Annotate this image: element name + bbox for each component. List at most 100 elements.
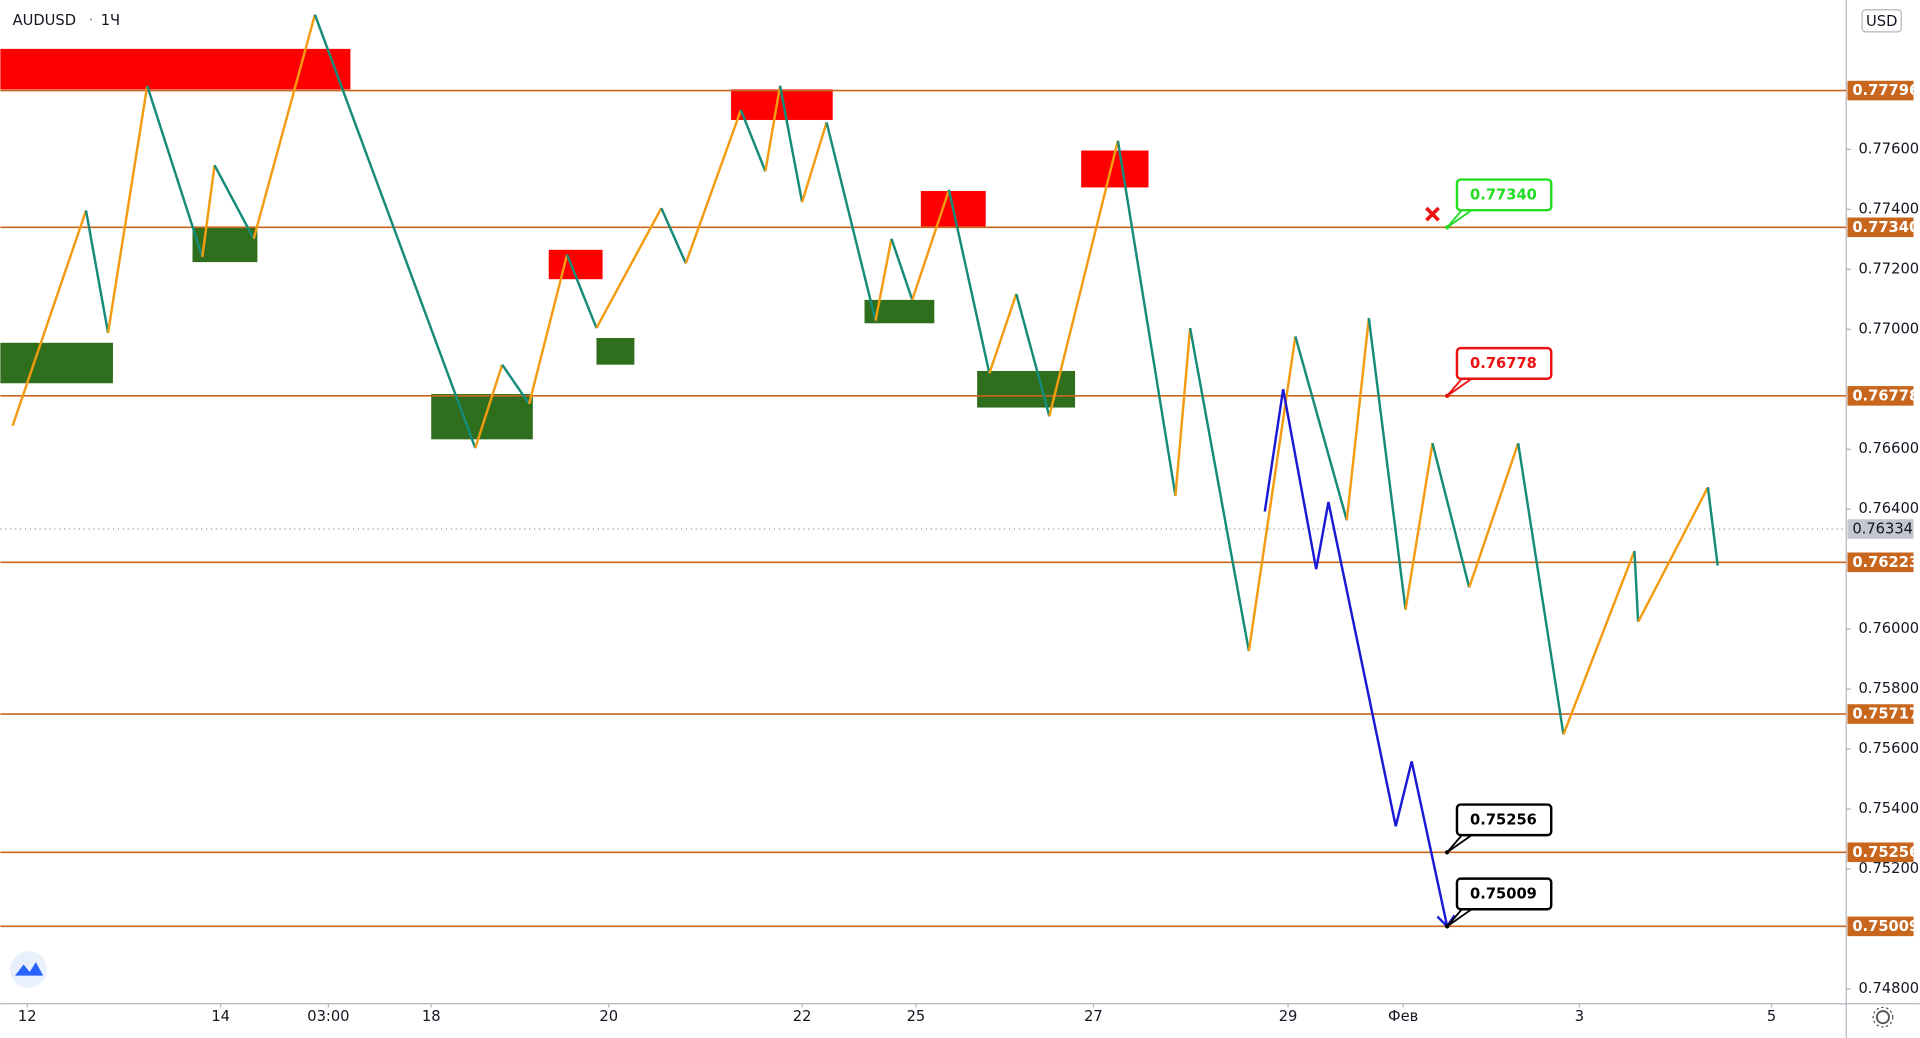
zigzag-up [1562, 550, 1636, 735]
current-price-label: 0.76334 [1852, 521, 1913, 538]
zigzag-down [1706, 487, 1719, 566]
zigzag-up [684, 109, 743, 264]
level-label-box [1847, 552, 1914, 573]
symbol[interactable]: AUDUSD [13, 12, 76, 29]
supply-zone [0, 48, 351, 90]
gear-ring[interactable] [1875, 1010, 1890, 1025]
zigzag-down [213, 164, 255, 240]
currency[interactable]: USD [1866, 13, 1897, 30]
y-tick-label: 0.77600 [1858, 140, 1919, 157]
zigzag-down [825, 122, 877, 321]
y-tick-label: 0.75200 [1858, 860, 1919, 877]
zigzag-down [1633, 550, 1640, 623]
y-tick-label: 0.74800 [1858, 980, 1919, 997]
zigzag-up [1247, 336, 1297, 652]
level-label-box [1847, 842, 1914, 863]
y-tick-label: 0.76400 [1858, 500, 1919, 517]
zigzag-up [1637, 486, 1709, 623]
level-label: 0.76778 [1852, 387, 1919, 404]
level-label-box [1847, 386, 1914, 406]
callout-label: 0.77340 [1470, 186, 1537, 203]
zigzag-down [778, 85, 804, 203]
y-tick-label: 0.77400 [1858, 200, 1919, 217]
zigzag-up [1468, 442, 1520, 588]
x-tick-label: 18 [422, 1008, 441, 1025]
zigzag-down [565, 254, 598, 329]
y-tick-label: 0.77000 [1858, 320, 1919, 337]
callout-box [1455, 877, 1553, 911]
zigzag-up [911, 189, 951, 301]
demand-zone [431, 394, 533, 440]
x-tick-label: 27 [1084, 1008, 1103, 1025]
zigzag-down [84, 210, 110, 334]
y-tick-label: 0.75400 [1858, 800, 1919, 817]
x-tick-label: 5 [1767, 1008, 1776, 1025]
x-tick-label: 12 [18, 1008, 37, 1025]
level-label-box [1847, 704, 1914, 724]
zigzag-up [764, 85, 782, 172]
callout-label: 0.75256 [1470, 811, 1537, 828]
level-label: 0.75256 [1852, 844, 1919, 861]
zigzag-down [1431, 442, 1471, 588]
level-label: 0.75717 [1852, 706, 1919, 723]
x-tick-label: 29 [1279, 1008, 1298, 1025]
x-tick-label: 25 [907, 1008, 926, 1025]
logo-mark[interactable] [15, 962, 44, 976]
logo[interactable] [10, 951, 47, 988]
gear-teeth[interactable] [1872, 1006, 1894, 1028]
zigzag-down [947, 189, 991, 374]
cancel-mark [1425, 206, 1440, 222]
separator: · [88, 12, 93, 29]
y-tick-label: 0.75600 [1858, 740, 1919, 757]
callout-box [1455, 803, 1553, 837]
zigzag-up [988, 293, 1018, 374]
callout-label: 0.76778 [1470, 355, 1537, 372]
zigzag-down [1116, 140, 1177, 496]
x-tick-label: 22 [793, 1008, 812, 1025]
zigzag-up [527, 254, 569, 405]
x-tick-label: 14 [211, 1008, 230, 1025]
zigzag-down [1015, 293, 1051, 417]
callout-box [1455, 178, 1553, 212]
x-tick-label: 03:00 [307, 1008, 349, 1025]
zigzag-down [1188, 327, 1251, 652]
settings-gear[interactable] [1872, 1006, 1894, 1028]
x-tick-label: Фев [1388, 1008, 1418, 1025]
demand-zone [0, 342, 113, 384]
level-label: 0.77796 [1852, 82, 1919, 99]
zigzag-down [660, 207, 687, 264]
zigzag-up [252, 14, 317, 240]
zigzag-down [313, 14, 477, 449]
y-tick-label: 0.76600 [1858, 440, 1919, 457]
zigzag-down [1516, 443, 1565, 735]
x-tick-label: 20 [599, 1008, 618, 1025]
zigzag-up [1048, 140, 1120, 417]
y-tick-label: 0.75800 [1858, 680, 1919, 697]
zigzag-up [800, 121, 828, 203]
zigzag-down [739, 109, 767, 172]
zigzag-up [1174, 327, 1192, 496]
interval[interactable]: 1Ч [101, 12, 120, 29]
level-label: 0.77340 [1852, 219, 1919, 236]
demand-zone [864, 299, 935, 324]
y-tick-label: 0.77200 [1858, 260, 1919, 277]
zigzag-up [474, 364, 504, 449]
zigzag-up [201, 165, 216, 258]
zigzag-up [874, 238, 893, 321]
logo-circle[interactable] [10, 951, 47, 988]
currency-box[interactable] [1861, 9, 1902, 33]
y-tick-label: 0.76000 [1858, 620, 1919, 637]
demand-zone [596, 337, 635, 365]
zigzag-down [1294, 336, 1348, 521]
zigzag-down [890, 238, 914, 301]
level-label-box [1847, 217, 1914, 238]
callout-label: 0.75009 [1470, 886, 1537, 903]
zigzag-up [1404, 443, 1434, 610]
plot: 0.77340 0.76778 0.75256 0.75009 [0, 14, 1847, 929]
zigzag-up [595, 207, 663, 329]
level-label-box [1847, 916, 1914, 937]
zigzag-up [11, 210, 88, 427]
zigzag-down [501, 363, 531, 405]
